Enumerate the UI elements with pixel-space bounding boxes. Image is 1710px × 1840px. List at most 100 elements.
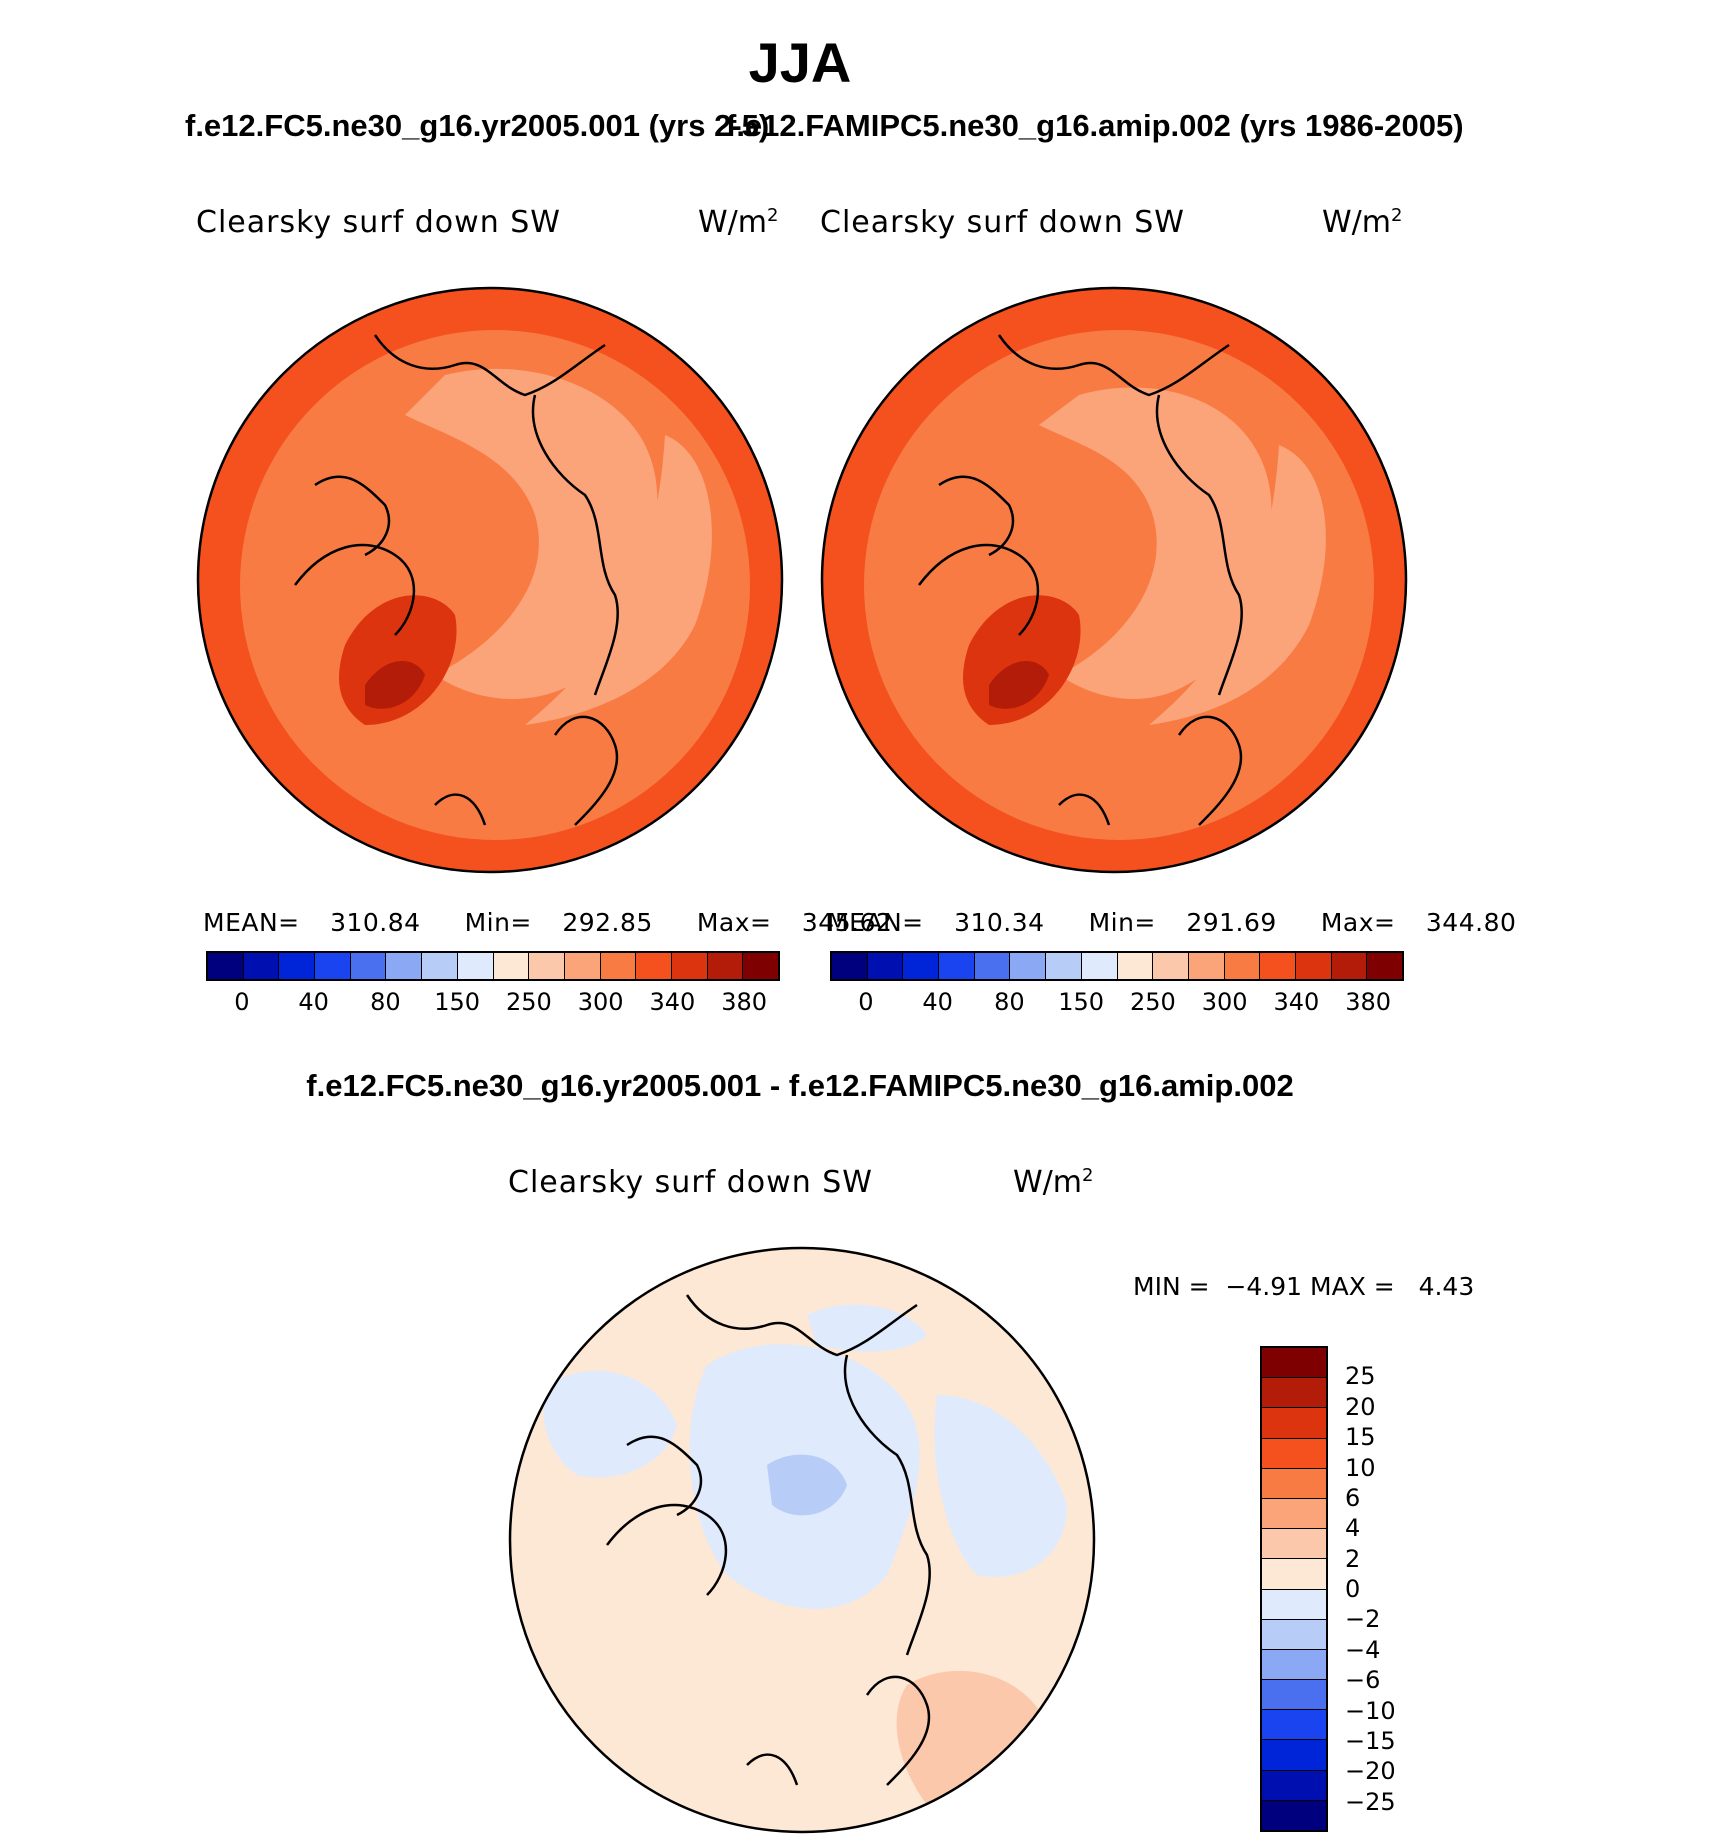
left-colorbar-cell xyxy=(315,953,351,979)
left-colorbar-cell xyxy=(350,953,387,979)
diff-colorbar-cell xyxy=(1262,1378,1326,1409)
diff-colorbar-cell xyxy=(1262,1408,1326,1439)
left-colorbar-cell xyxy=(671,953,708,979)
left-stats: MEAN= 310.84 Min= 292.85 Max= 345.62 xyxy=(203,908,893,937)
diff-variable-label: Clearsky surf down SW xyxy=(508,1165,873,1200)
left-colorbar-cell xyxy=(386,953,423,979)
right-colorbar-tick-label: 150 xyxy=(1058,988,1105,1016)
right-colorbar-cell xyxy=(1260,953,1296,979)
diff-colorbar-cell xyxy=(1262,1680,1326,1711)
right-colorbar-cell xyxy=(1295,953,1332,979)
difference-title: f.e12.FC5.ne30_g16.yr2005.001 - f.e12.FA… xyxy=(306,1068,1294,1103)
left-colorbar-cell xyxy=(600,953,637,979)
diff-units-label: W/m2 xyxy=(1013,1165,1094,1200)
left-colorbar-tick-label: 0 xyxy=(234,988,250,1016)
right-case-title: f.e12.FAMIPC5.ne30_g16.amip.002 (yrs 198… xyxy=(726,108,1464,143)
diff-colorbar-tick-label: 0 xyxy=(1345,1575,1361,1603)
diff-colorbar-cell xyxy=(1262,1800,1326,1830)
diff-colorbar-cell xyxy=(1262,1529,1326,1560)
right-colorbar-labels: 0 40 80 150 250 300 340 380 xyxy=(830,988,1404,1018)
diff-colorbar-tick-label: −2 xyxy=(1345,1605,1381,1634)
difference-colorbar-labels: 25 20 15 10 6 4 2 0 −2 −4 −6 −10 −15 −20 −25 xyxy=(1345,1346,1445,1832)
left-colorbar-cell xyxy=(243,953,280,979)
left-colorbar-tick-label: 150 xyxy=(434,988,481,1016)
diff-colorbar-tick-label: −15 xyxy=(1345,1726,1396,1755)
right-map-lowband xyxy=(1039,387,1272,699)
left-colorbar-cell xyxy=(493,953,530,979)
left-units-label: W/m2 xyxy=(698,205,779,240)
diff-colorbar-cell xyxy=(1262,1619,1326,1650)
left-colorbar-cell xyxy=(422,953,458,979)
right-colorbar-tick-label: 380 xyxy=(1345,988,1392,1016)
left-colorbar-tick-label: 340 xyxy=(649,988,696,1016)
diff-map-negative-north xyxy=(807,1304,927,1352)
diff-colorbar-cell xyxy=(1262,1348,1326,1379)
right-colorbar-tick-label: 300 xyxy=(1201,988,1248,1016)
diff-colorbar-tick-label: −25 xyxy=(1345,1787,1396,1816)
right-colorbar-tick-label: 80 xyxy=(994,988,1025,1016)
right-colorbar-cell xyxy=(939,953,975,979)
diff-min-max: MIN = −4.91 MAX = 4.43 xyxy=(1133,1272,1475,1301)
diff-map-negative-west xyxy=(543,1370,677,1478)
left-polar-map xyxy=(196,286,784,874)
diff-colorbar-cell xyxy=(1262,1649,1326,1681)
right-colorbar-cell xyxy=(1153,953,1189,979)
diff-colorbar-tick-label: 2 xyxy=(1345,1544,1361,1573)
left-colorbar-cell xyxy=(529,953,565,979)
diff-colorbar-tick-label: −20 xyxy=(1345,1757,1396,1786)
left-colorbar xyxy=(206,951,780,981)
right-colorbar-tick-label: 0 xyxy=(858,988,874,1016)
left-colorbar-tick-label: 80 xyxy=(370,988,401,1016)
diff-colorbar-tick-label: 4 xyxy=(1345,1514,1361,1543)
right-colorbar-tick-label: 340 xyxy=(1273,988,1320,1016)
diff-colorbar-cell xyxy=(1262,1498,1326,1530)
diff-colorbar-cell xyxy=(1262,1589,1326,1620)
left-colorbar-cell xyxy=(707,953,744,979)
diff-colorbar-cell xyxy=(1262,1770,1326,1801)
left-colorbar-labels: 0 40 80 150 250 300 340 380 xyxy=(206,988,780,1018)
left-map-lowband xyxy=(405,368,658,699)
left-colorbar-cell xyxy=(457,953,494,979)
left-colorbar-cell xyxy=(279,953,316,979)
diff-colorbar-cell xyxy=(1262,1740,1326,1771)
left-colorbar-cell xyxy=(564,953,601,979)
right-colorbar-cell xyxy=(1331,953,1368,979)
difference-colorbar xyxy=(1260,1346,1328,1832)
left-colorbar-cell xyxy=(743,953,778,979)
right-units-label: W/m2 xyxy=(1322,205,1403,240)
diff-colorbar-tick-label: 20 xyxy=(1345,1392,1376,1421)
right-polar-map xyxy=(820,286,1408,874)
diff-colorbar-tick-label: −6 xyxy=(1345,1666,1381,1695)
diff-colorbar-cell xyxy=(1262,1559,1326,1590)
right-colorbar-cell xyxy=(867,953,904,979)
diff-colorbar-tick-label: 10 xyxy=(1345,1453,1376,1482)
left-coastlines xyxy=(294,334,619,826)
left-colorbar-cell xyxy=(208,953,244,979)
diff-colorbar-tick-label: −4 xyxy=(1345,1635,1381,1664)
left-variable-label: Clearsky surf down SW xyxy=(196,205,561,240)
right-coastlines xyxy=(918,334,1243,826)
left-case-title: f.e12.FC5.ne30_g16.yr2005.001 (yrs 2-5) xyxy=(185,108,770,143)
right-colorbar-cell xyxy=(1046,953,1082,979)
left-colorbar-tick-label: 300 xyxy=(577,988,624,1016)
right-variable-label: Clearsky surf down SW xyxy=(820,205,1185,240)
right-map-lowband2 xyxy=(1149,445,1326,725)
left-colorbar-tick-label: 40 xyxy=(298,988,329,1016)
diff-colorbar-cell xyxy=(1262,1468,1326,1499)
left-colorbar-cell xyxy=(636,953,672,979)
right-colorbar-tick-label: 40 xyxy=(922,988,953,1016)
right-colorbar xyxy=(830,951,1404,981)
left-colorbar-tick-label: 380 xyxy=(721,988,768,1016)
right-map-greenland-core xyxy=(989,661,1049,709)
right-colorbar-cell xyxy=(832,953,868,979)
left-map-greenland-core xyxy=(365,661,425,709)
diff-map-negative-core xyxy=(767,1454,847,1516)
right-colorbar-cell xyxy=(1367,953,1402,979)
left-colorbar-tick-label: 250 xyxy=(505,988,552,1016)
right-colorbar-cell xyxy=(1081,953,1118,979)
right-colorbar-tick-label: 250 xyxy=(1129,988,1176,1016)
right-stats: MEAN= 310.34 Min= 291.69 Max= 344.80 xyxy=(827,908,1517,937)
diff-colorbar-tick-label: 25 xyxy=(1345,1362,1376,1391)
right-colorbar-cell xyxy=(1188,953,1225,979)
diff-colorbar-cell xyxy=(1262,1438,1326,1469)
